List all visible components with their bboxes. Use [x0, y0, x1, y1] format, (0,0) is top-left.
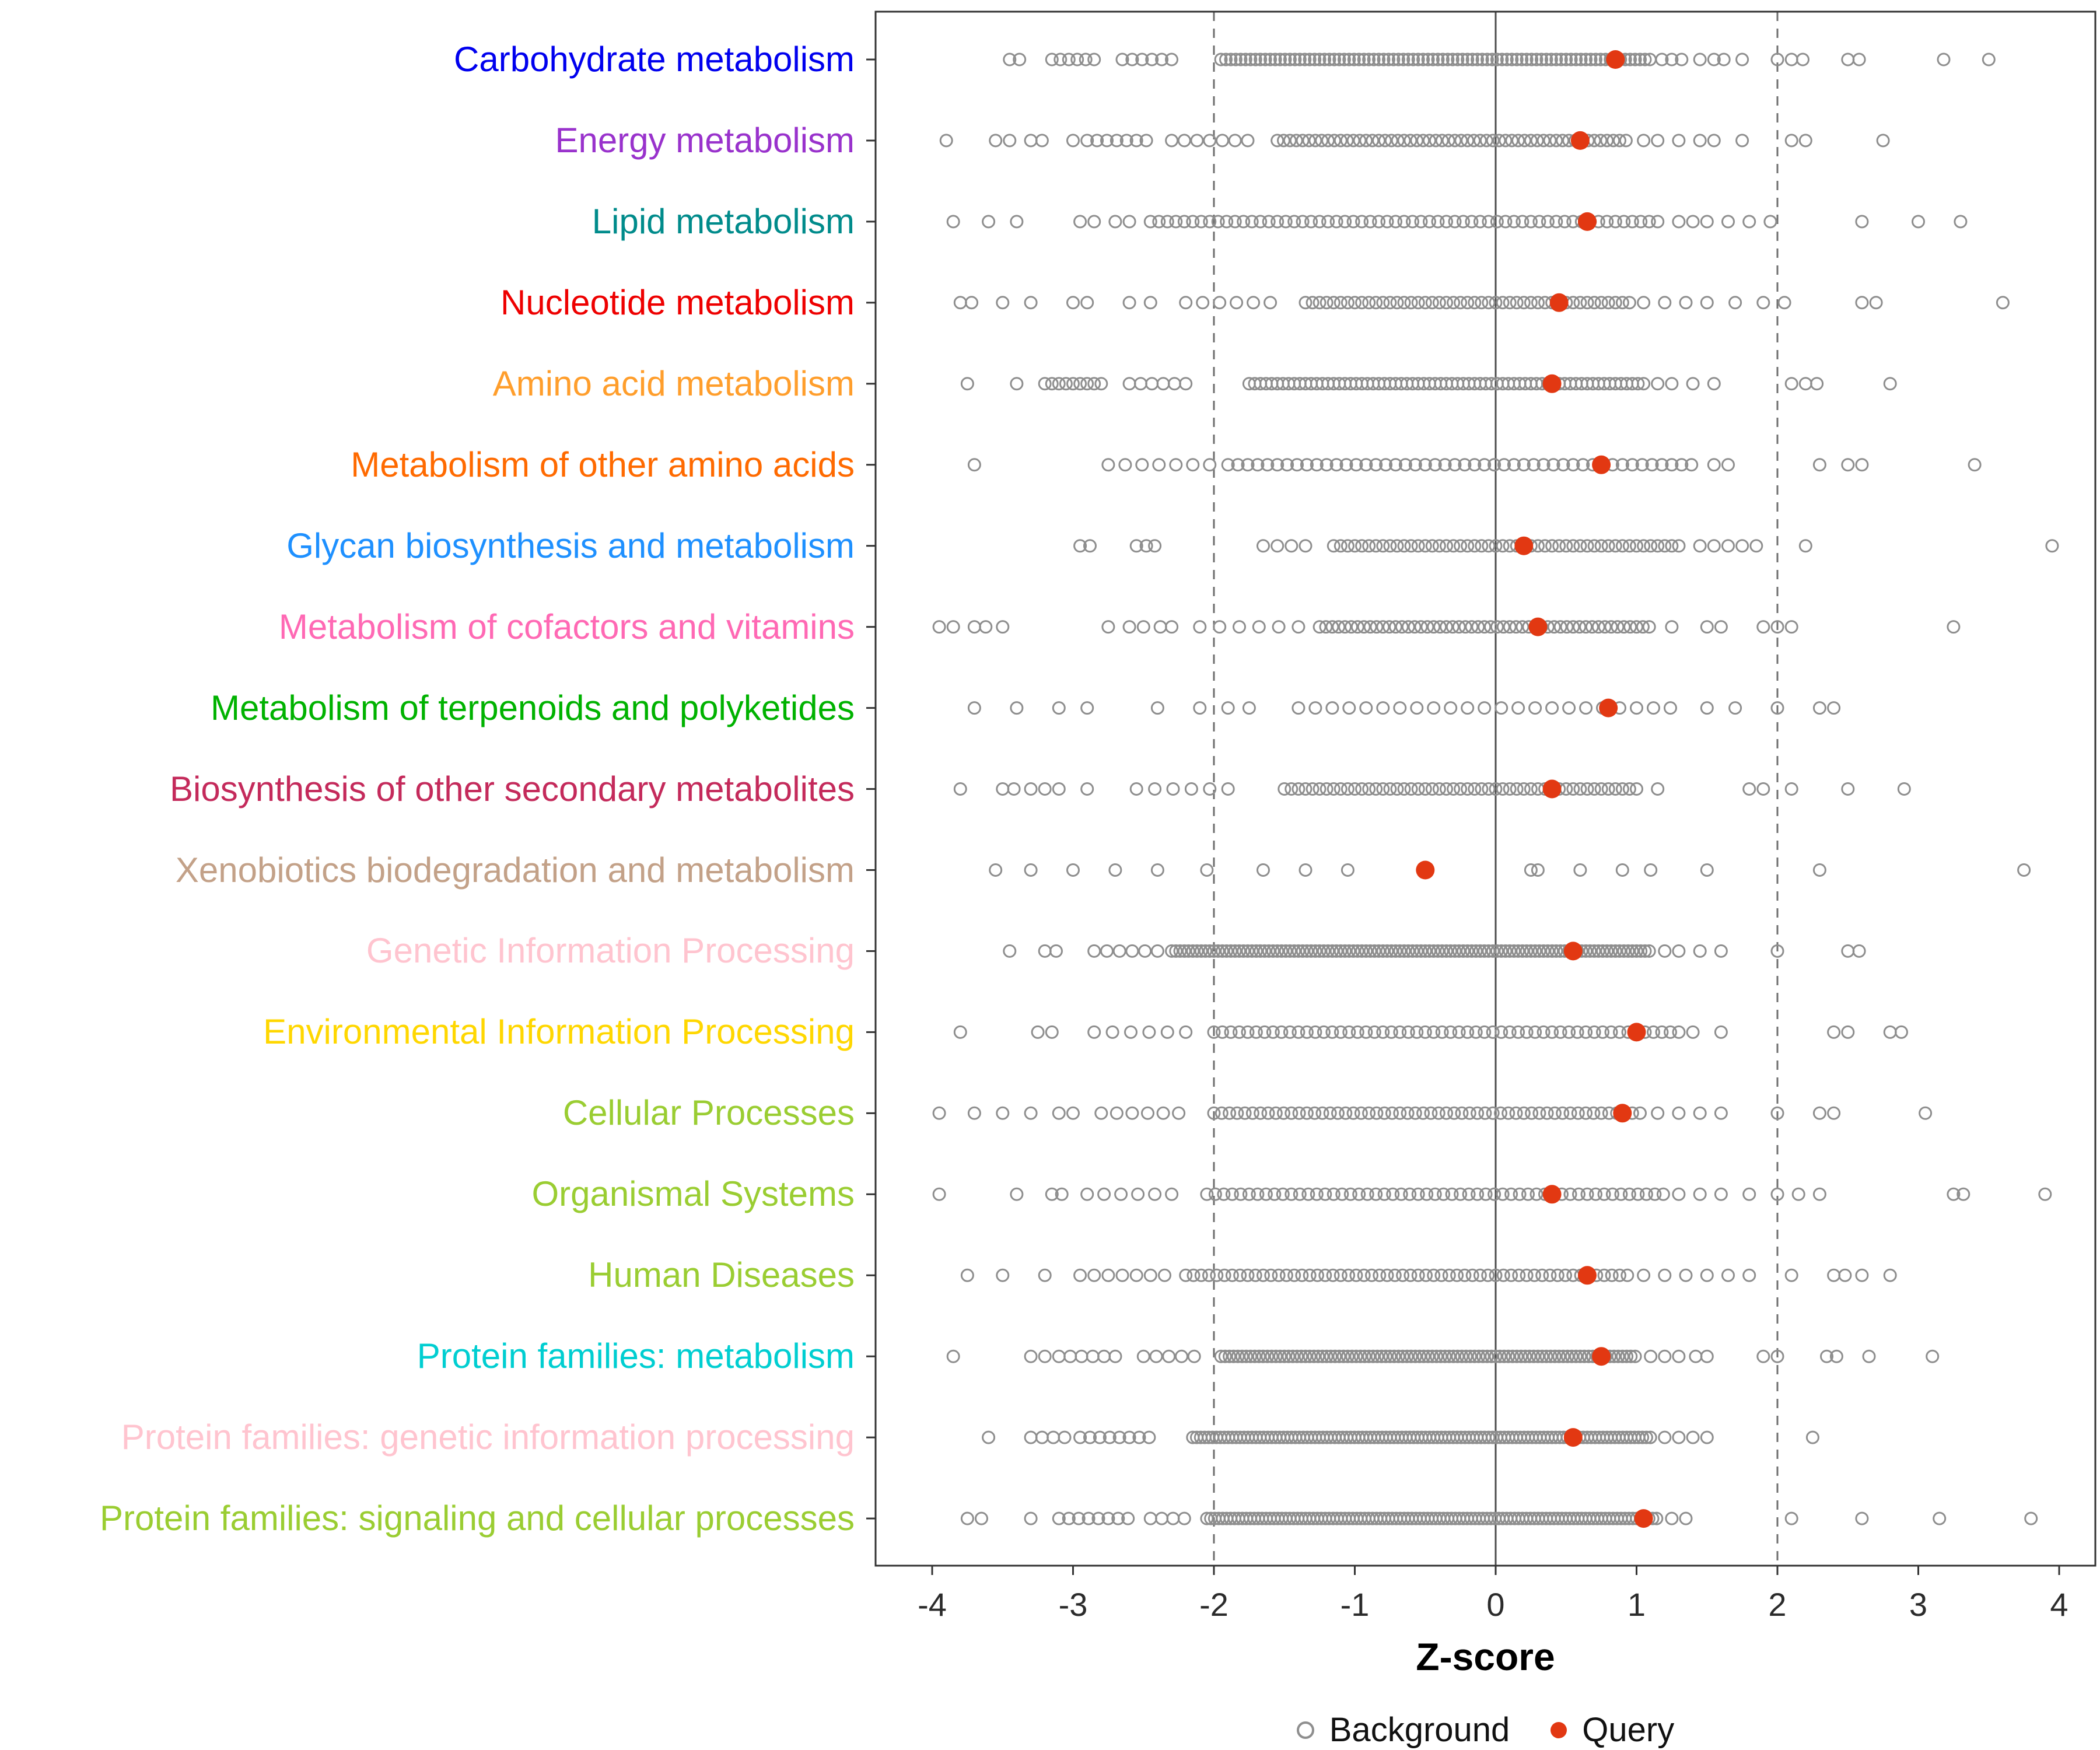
row-background-points — [967, 458, 1982, 472]
query-point — [1592, 1347, 1611, 1366]
row-background-points — [953, 1025, 1908, 1039]
category-label: Lipid metabolism — [592, 201, 855, 241]
query-point — [1542, 779, 1562, 799]
row-background-points — [960, 1511, 2038, 1525]
query-point — [1563, 1428, 1583, 1447]
category-label: Amino acid metabolism — [492, 363, 855, 403]
query-point — [1542, 374, 1562, 393]
row-background-points — [960, 377, 1897, 391]
row-background-points — [989, 863, 2031, 877]
query-point — [1627, 1023, 1646, 1042]
category-label: Metabolism of terpenoids and polyketides — [211, 688, 855, 727]
query-point — [1528, 617, 1548, 636]
category-label: Organismal Systems — [531, 1174, 855, 1214]
x-tick-label: 0 — [1486, 1586, 1505, 1623]
x-tick-label: 2 — [1768, 1586, 1787, 1623]
panel-background — [876, 12, 2095, 1566]
legend-item-background: Background — [1296, 1710, 1510, 1749]
x-tick-label: 1 — [1627, 1586, 1646, 1623]
query-point — [1570, 131, 1590, 150]
query-point — [1416, 860, 1435, 880]
x-tick-label: 3 — [1909, 1586, 1928, 1623]
row-background-points — [946, 215, 1968, 229]
category-label: Metabolism of cofactors and vitamins — [278, 607, 855, 646]
legend-label-background: Background — [1329, 1711, 1510, 1749]
query-point — [1578, 212, 1597, 231]
category-label: Human Diseases — [588, 1255, 855, 1295]
query-point — [1613, 1104, 1632, 1123]
x-tick-label: -1 — [1340, 1586, 1370, 1623]
category-label: Carbohydrate metabolism — [454, 40, 855, 79]
x-axis-title: Z-score — [1416, 1635, 1555, 1678]
category-label: Glycan biosynthesis and metabolism — [286, 526, 855, 565]
legend-item-query: Query — [1550, 1710, 1674, 1749]
row-background-points — [1073, 539, 2059, 553]
query-point — [1606, 50, 1625, 69]
query-point — [1542, 1185, 1562, 1204]
category-label: Environmental Information Processing — [263, 1012, 855, 1052]
category-label: Metabolism of other amino acids — [351, 444, 855, 484]
category-label: Nucleotide metabolism — [501, 282, 855, 322]
row-background-points — [967, 701, 1841, 715]
category-label: Protein families: genetic information pr… — [121, 1418, 855, 1457]
row-background-points — [932, 620, 1961, 634]
row-background-points — [946, 1349, 1940, 1363]
x-tick-label: 4 — [2050, 1586, 2068, 1623]
category-label: Protein families: signaling and cellular… — [100, 1499, 855, 1538]
row-background-points — [932, 1106, 1933, 1120]
category-label: Energy metabolism — [555, 120, 855, 160]
x-tick-label: -3 — [1058, 1586, 1088, 1623]
category-label: Genetic Information Processing — [366, 931, 855, 971]
x-tick-label: -4 — [918, 1586, 947, 1623]
x-tick-label: -2 — [1199, 1586, 1228, 1623]
query-point — [1563, 942, 1583, 961]
query-point — [1592, 455, 1611, 474]
category-label: Protein families: metabolism — [416, 1336, 855, 1376]
category-label: Cellular Processes — [562, 1093, 855, 1133]
open-circle-icon — [1296, 1721, 1314, 1739]
legend-label-query: Query — [1582, 1711, 1675, 1749]
row-background-points — [953, 782, 1911, 796]
legend: Background Query — [876, 1710, 2095, 1749]
query-point — [1514, 536, 1534, 555]
query-point — [1578, 1266, 1597, 1285]
row-background-points — [982, 1430, 1819, 1444]
filled-circle-icon — [1550, 1721, 1567, 1738]
category-label: Xenobiotics biodegradation and metabolis… — [175, 850, 855, 890]
query-point — [1549, 293, 1569, 312]
query-point — [1599, 698, 1618, 718]
row-background-points — [1003, 52, 1996, 66]
category-label: Biosynthesis of other secondary metaboli… — [170, 769, 855, 808]
query-point — [1634, 1509, 1653, 1528]
